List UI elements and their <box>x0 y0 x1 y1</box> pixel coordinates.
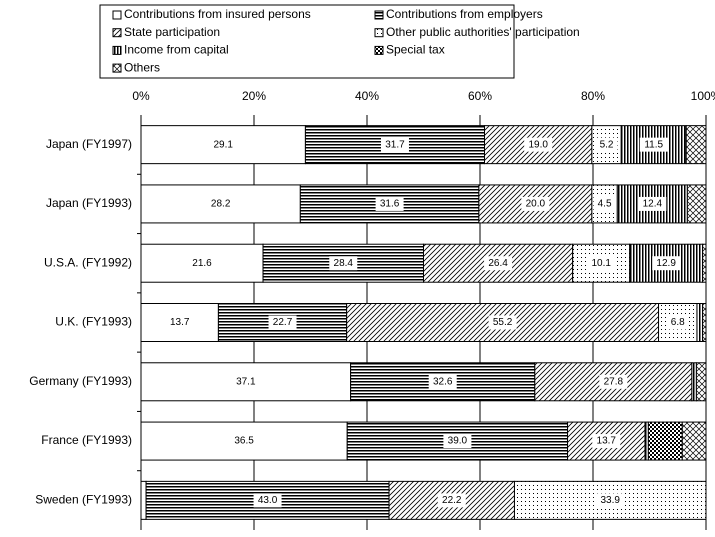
value-label: 19.0 <box>528 139 548 150</box>
legend-swatch <box>112 28 122 38</box>
value-label-bg <box>521 196 550 211</box>
value-label-bg <box>587 256 616 271</box>
x-tick-label: 60% <box>468 89 492 103</box>
x-tick-label: 100% <box>691 89 715 103</box>
x-tick-label: 0% <box>132 89 150 103</box>
bar-segment <box>702 303 707 342</box>
value-label: 33.9 <box>600 495 620 506</box>
value-label: 21.6 <box>192 258 212 269</box>
value-label-bg <box>484 256 513 271</box>
y-tick-label: Sweden (FY1993) <box>35 493 132 507</box>
value-label-bg <box>596 493 625 508</box>
bar-segment <box>695 362 707 402</box>
value-label-bg <box>380 137 409 152</box>
value-label: 22.2 <box>442 495 462 506</box>
x-tick-label: 20% <box>242 89 266 103</box>
legend-swatch <box>374 45 384 55</box>
value-label: 20.0 <box>526 199 546 210</box>
value-label: 22.7 <box>273 317 293 328</box>
value-label: 36.5 <box>234 436 254 447</box>
value-label-bg <box>268 315 297 330</box>
value-label-bg <box>592 434 621 449</box>
legend-label: Special tax <box>386 43 445 57</box>
bar-segment <box>702 243 707 283</box>
value-label: 27.8 <box>604 376 624 387</box>
value-label: 13.7 <box>597 436 617 447</box>
bar-segment <box>686 184 707 224</box>
value-label-bg <box>165 315 194 330</box>
value-label-bg <box>437 493 466 508</box>
value-label-bg <box>639 137 668 152</box>
legend-box <box>99 4 515 79</box>
value-label: 12.4 <box>643 199 663 210</box>
value-label: 11.5 <box>644 139 663 150</box>
value-label-bg <box>443 434 472 449</box>
x-tick-label: 80% <box>581 89 605 103</box>
legend-label: Contributions from employers <box>386 7 543 21</box>
value-label: 43.0 <box>258 495 278 506</box>
legend-label: Income from capital <box>124 43 229 57</box>
value-label: 26.4 <box>488 258 508 269</box>
value-label: 31.6 <box>380 199 400 210</box>
value-label: 4.5 <box>598 199 612 210</box>
bar-segment <box>140 480 147 520</box>
value-label-bg <box>595 137 618 152</box>
legend-label: Others <box>124 60 160 74</box>
value-label-bg <box>253 493 282 508</box>
value-label: 6.8 <box>671 317 685 328</box>
bar-segment <box>696 303 704 342</box>
value-label: 55.2 <box>493 317 513 328</box>
value-label-bg <box>230 434 259 449</box>
value-label: 12.9 <box>656 258 676 269</box>
bar-segment <box>388 480 515 520</box>
legend-swatch <box>112 45 122 55</box>
value-label: 28.4 <box>334 258 354 269</box>
value-label-bg <box>428 374 457 389</box>
value-label: 31.7 <box>385 139 405 150</box>
value-label-bg <box>209 137 238 152</box>
y-tick-label: Japan (FY1997) <box>46 137 132 151</box>
bar-segment <box>685 125 707 165</box>
value-label-bg <box>375 196 404 211</box>
bar-segment <box>346 303 660 342</box>
bar-segment <box>644 421 649 461</box>
value-label-bg <box>638 196 667 211</box>
y-tick-label: Japan (FY1993) <box>46 196 132 210</box>
value-label: 37.1 <box>236 376 256 387</box>
value-label: 32.6 <box>433 376 453 387</box>
x-tick-label: 40% <box>355 89 379 103</box>
value-label: 29.1 <box>213 139 233 150</box>
legend-swatch <box>112 63 122 73</box>
value-label: 10.1 <box>591 258 611 269</box>
legend-swatch <box>374 10 384 20</box>
bar-segment <box>534 362 693 402</box>
value-label: 28.2 <box>211 199 231 210</box>
y-tick-label: U.S.A. (FY1992) <box>44 255 132 269</box>
value-label: 5.2 <box>600 139 614 150</box>
legend-swatch <box>112 10 122 20</box>
value-label-bg <box>593 196 616 211</box>
value-label-bg <box>599 374 628 389</box>
bar-segment <box>647 421 683 461</box>
y-tick-label: U.K. (FY1993) <box>55 315 132 329</box>
value-label-bg <box>188 256 217 271</box>
value-label: 13.7 <box>170 317 190 328</box>
legend-swatch <box>374 28 384 38</box>
value-label-bg <box>524 137 553 152</box>
value-label-bg <box>206 196 235 211</box>
legend-label: State participation <box>124 25 220 39</box>
value-label: 39.0 <box>448 436 468 447</box>
value-label-bg <box>666 315 689 330</box>
y-tick-label: Germany (FY1993) <box>29 374 132 388</box>
value-label-bg <box>652 256 681 271</box>
bar-segment <box>691 362 697 402</box>
legend-label: Other public authorities' participation <box>386 25 580 39</box>
bar-segment <box>681 421 707 461</box>
value-label-bg <box>488 315 517 330</box>
value-label-bg <box>329 256 358 271</box>
value-label-bg <box>231 374 260 389</box>
legend-label: Contributions from insured persons <box>124 7 311 21</box>
y-tick-label: France (FY1993) <box>41 433 132 447</box>
